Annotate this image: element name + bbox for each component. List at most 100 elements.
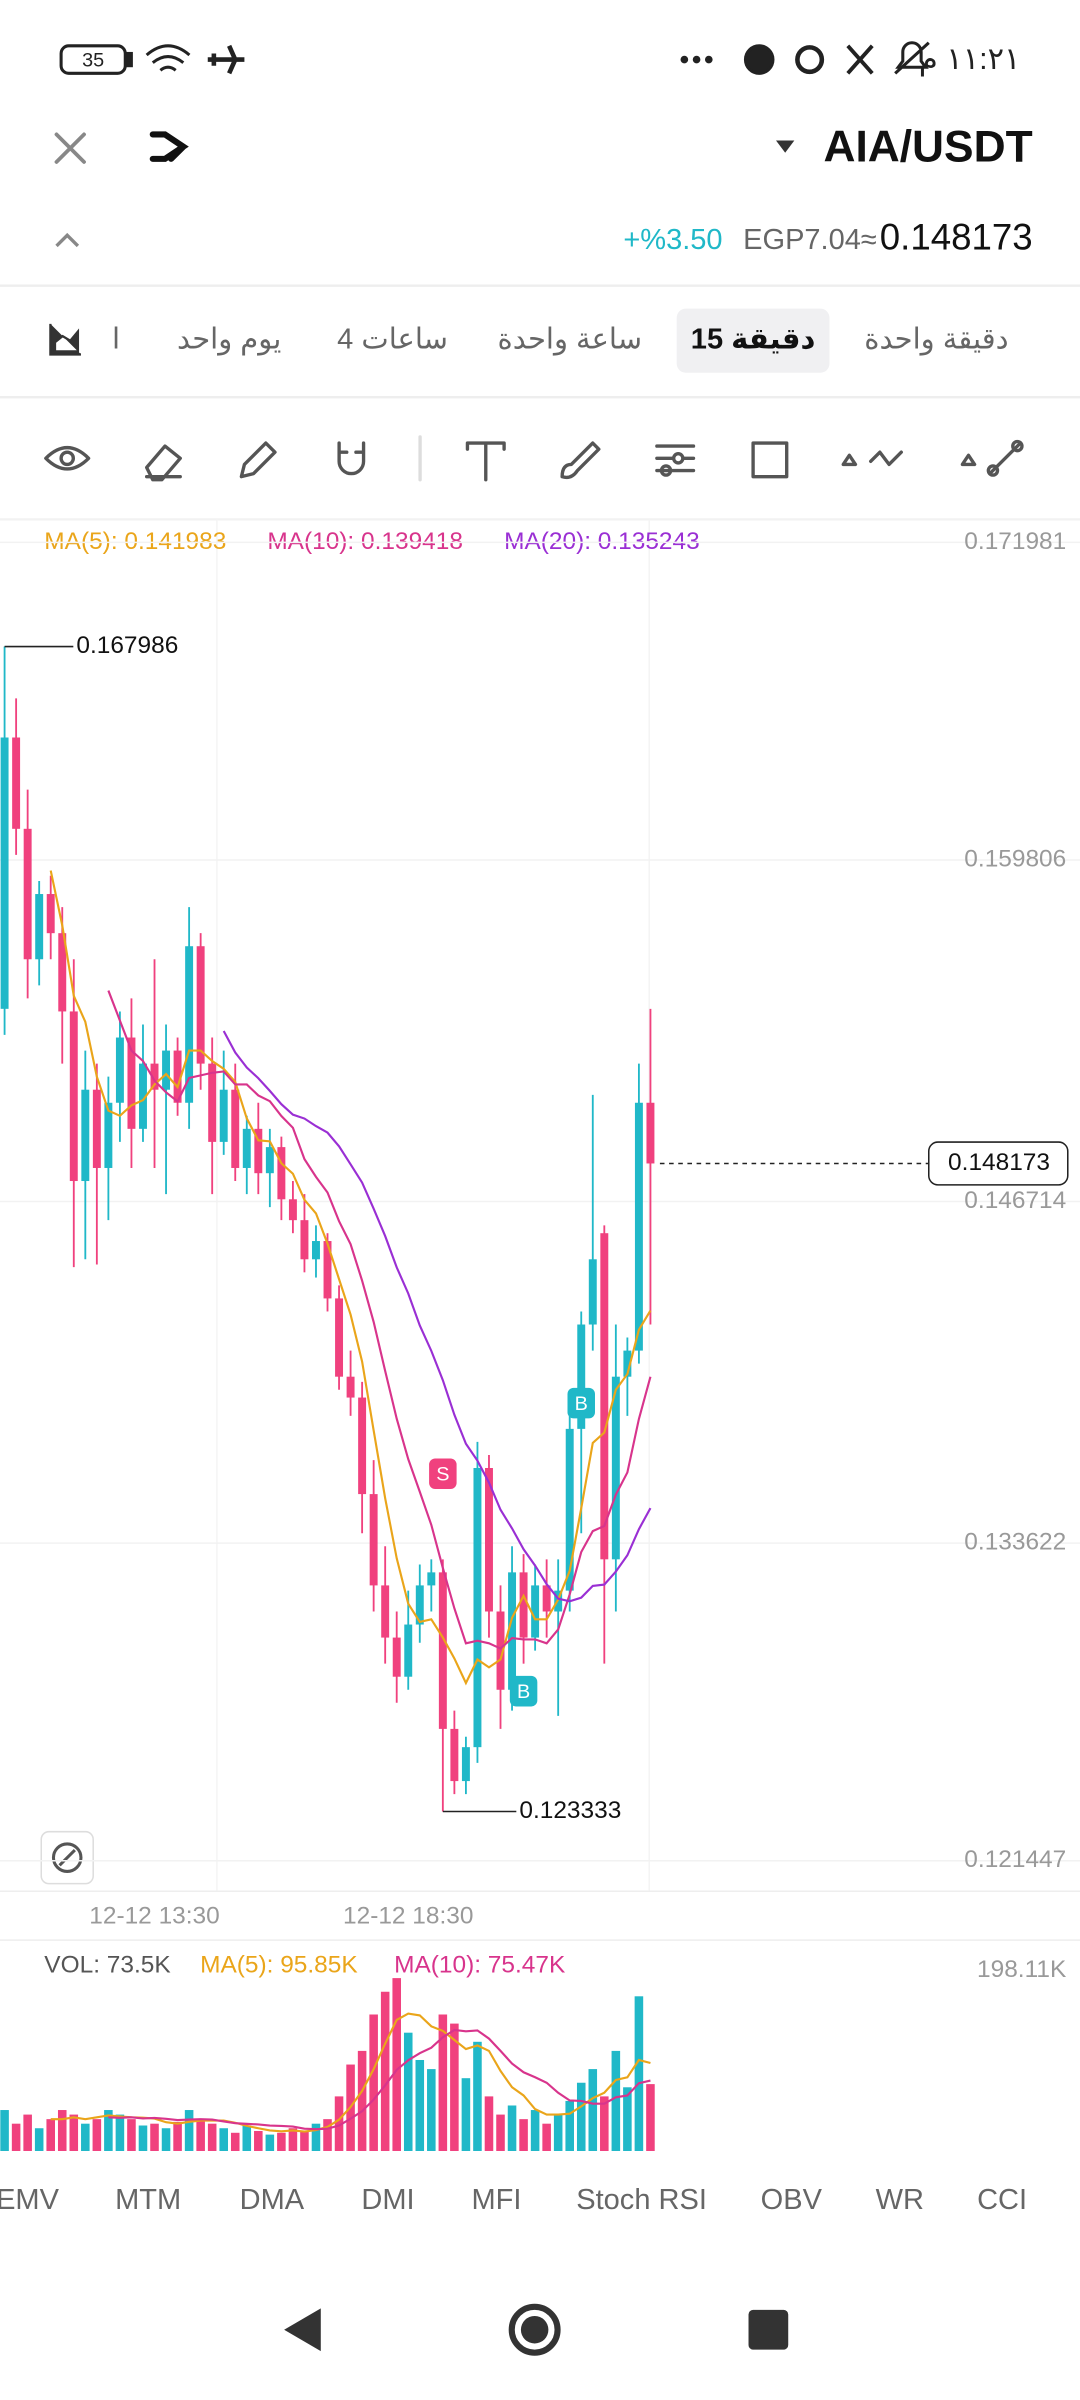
- indicator-tab[interactable]: MFI: [471, 2184, 521, 2216]
- y-tick-label: 0.146714: [964, 1187, 1066, 1214]
- signal-badge: [567, 1387, 595, 1419]
- timeframe-tab[interactable]: ا: [112, 323, 120, 355]
- volume-bar: [403, 2032, 413, 2151]
- candle-body: [634, 1102, 643, 1351]
- volume-bar: [196, 2119, 205, 2151]
- volume-bar: [357, 2050, 367, 2151]
- volume-bar: [277, 2132, 286, 2151]
- candle-body: [162, 1050, 171, 1090]
- pair-dropdown[interactable]: [776, 140, 795, 153]
- candle-body: [150, 1063, 159, 1090]
- volume-bar: [576, 2082, 586, 2151]
- header-icons[interactable]: [54, 132, 86, 164]
- volume-bar: [300, 2130, 309, 2151]
- swap-icon[interactable]: [149, 131, 189, 162]
- chart-type-icon[interactable]: [49, 323, 81, 356]
- volume-bar: [588, 2069, 598, 2151]
- volume-bar: [219, 2128, 228, 2151]
- collapse-icon[interactable]: [55, 232, 80, 248]
- price-change: +%3.50: [623, 224, 722, 256]
- candle-body: [381, 1585, 390, 1638]
- indicator-tab[interactable]: WR: [876, 2184, 924, 2216]
- legend-item: MA(5): 95.85K: [200, 1952, 358, 1979]
- volume-bar: [127, 2119, 136, 2151]
- candle-body: [346, 1376, 355, 1398]
- candle-body: [69, 1011, 78, 1182]
- volume-bar: [207, 2123, 217, 2151]
- volume-bar: [542, 2123, 551, 2151]
- volume-bar: [646, 2084, 655, 2151]
- volume-bar: [138, 2125, 148, 2151]
- candle-body: [277, 1147, 286, 1200]
- indicator-tab[interactable]: OBV: [761, 2184, 823, 2216]
- volume-bar: [184, 2110, 194, 2151]
- legend-item: MA(20): 0.135243: [504, 528, 700, 555]
- battery-level: 35: [82, 49, 104, 71]
- legend-item: MA(10): 0.139418: [267, 528, 463, 555]
- volume-bar: [254, 2130, 263, 2151]
- indicator-tab[interactable]: EMV: [0, 2184, 60, 2216]
- candle-body: [577, 1324, 586, 1429]
- drawing-toolbar[interactable]: [44, 435, 1024, 482]
- timeframe-tab[interactable]: 15 دقيقة: [691, 323, 816, 355]
- ma5-line: [49, 870, 652, 1686]
- timeframe-tab[interactable]: يوم واحد: [177, 323, 281, 355]
- signal-badge: [429, 1458, 457, 1490]
- auto-scale-button[interactable]: [40, 1830, 94, 1885]
- indicator-tab[interactable]: CCI: [977, 2184, 1027, 2216]
- candle-body: [23, 828, 32, 960]
- indicator-tab[interactable]: DMA: [240, 2184, 305, 2216]
- ma10-line: [107, 990, 652, 1650]
- volume-bar: [473, 2041, 482, 2151]
- candle-body: [196, 946, 205, 1064]
- volume-bar: [57, 2110, 67, 2151]
- timeframe-tab[interactable]: دقيقة واحدة: [864, 323, 1008, 355]
- legend-item: VOL: 73.5K: [44, 1952, 171, 1979]
- volume-bar: [530, 2110, 540, 2151]
- volume-bar: [438, 2014, 448, 2151]
- nav-bar[interactable]: [284, 2303, 789, 2356]
- candle-body: [173, 1050, 182, 1103]
- volume-bar: [450, 2023, 459, 2151]
- volume-bar: [230, 2132, 240, 2151]
- volume-bar: [11, 2123, 21, 2151]
- clock: ١١:٢١ م: [919, 42, 1021, 76]
- timeframe-tab[interactable]: ساعة واحدة: [498, 323, 643, 355]
- volume-bar: [69, 2114, 79, 2151]
- candle-body: [242, 1128, 251, 1168]
- x-tick-label: 12-12 13:30: [89, 1903, 219, 1930]
- volume-bar: [173, 2121, 182, 2151]
- candle-body: [369, 1494, 378, 1586]
- candle-body: [115, 1037, 124, 1103]
- candle-body: [485, 1468, 493, 1612]
- volume-bar: [519, 2119, 528, 2151]
- candle-body: [254, 1128, 263, 1174]
- volume-bar: [334, 2096, 344, 2151]
- indicator-tab[interactable]: Stoch RSI: [576, 2184, 707, 2216]
- vol-tick-label: 198.11K: [977, 1956, 1067, 1983]
- volume-bar: [623, 2087, 632, 2151]
- candle-body: [12, 737, 21, 829]
- last-price-box: [928, 1141, 1069, 1186]
- volume-bar: [496, 2114, 505, 2151]
- indicator-tab[interactable]: DMI: [361, 2184, 414, 2216]
- candle-body: [58, 933, 67, 1012]
- candle-body: [404, 1624, 413, 1677]
- candle-body: [588, 1259, 597, 1325]
- timeframe-tab[interactable]: 4 ساعات: [337, 323, 448, 355]
- volume-bar: [161, 2128, 171, 2151]
- volume-bar: [46, 2119, 55, 2151]
- volume-bar: [565, 2100, 574, 2151]
- volume-bar: [104, 2110, 113, 2151]
- last-price: 0.148173: [880, 217, 1033, 258]
- legend-item: MA(5): 0.141983: [44, 528, 226, 555]
- volume-bar: [461, 2078, 471, 2151]
- vol-ma10-line: [108, 2028, 651, 2131]
- volume-bar: [484, 2096, 494, 2151]
- indicator-tab[interactable]: MTM: [115, 2184, 181, 2216]
- y-tick-label: 0.121447: [964, 1846, 1066, 1873]
- candle-body: [450, 1728, 459, 1782]
- volume-bar: [34, 2128, 44, 2151]
- candle-body: [219, 1089, 228, 1142]
